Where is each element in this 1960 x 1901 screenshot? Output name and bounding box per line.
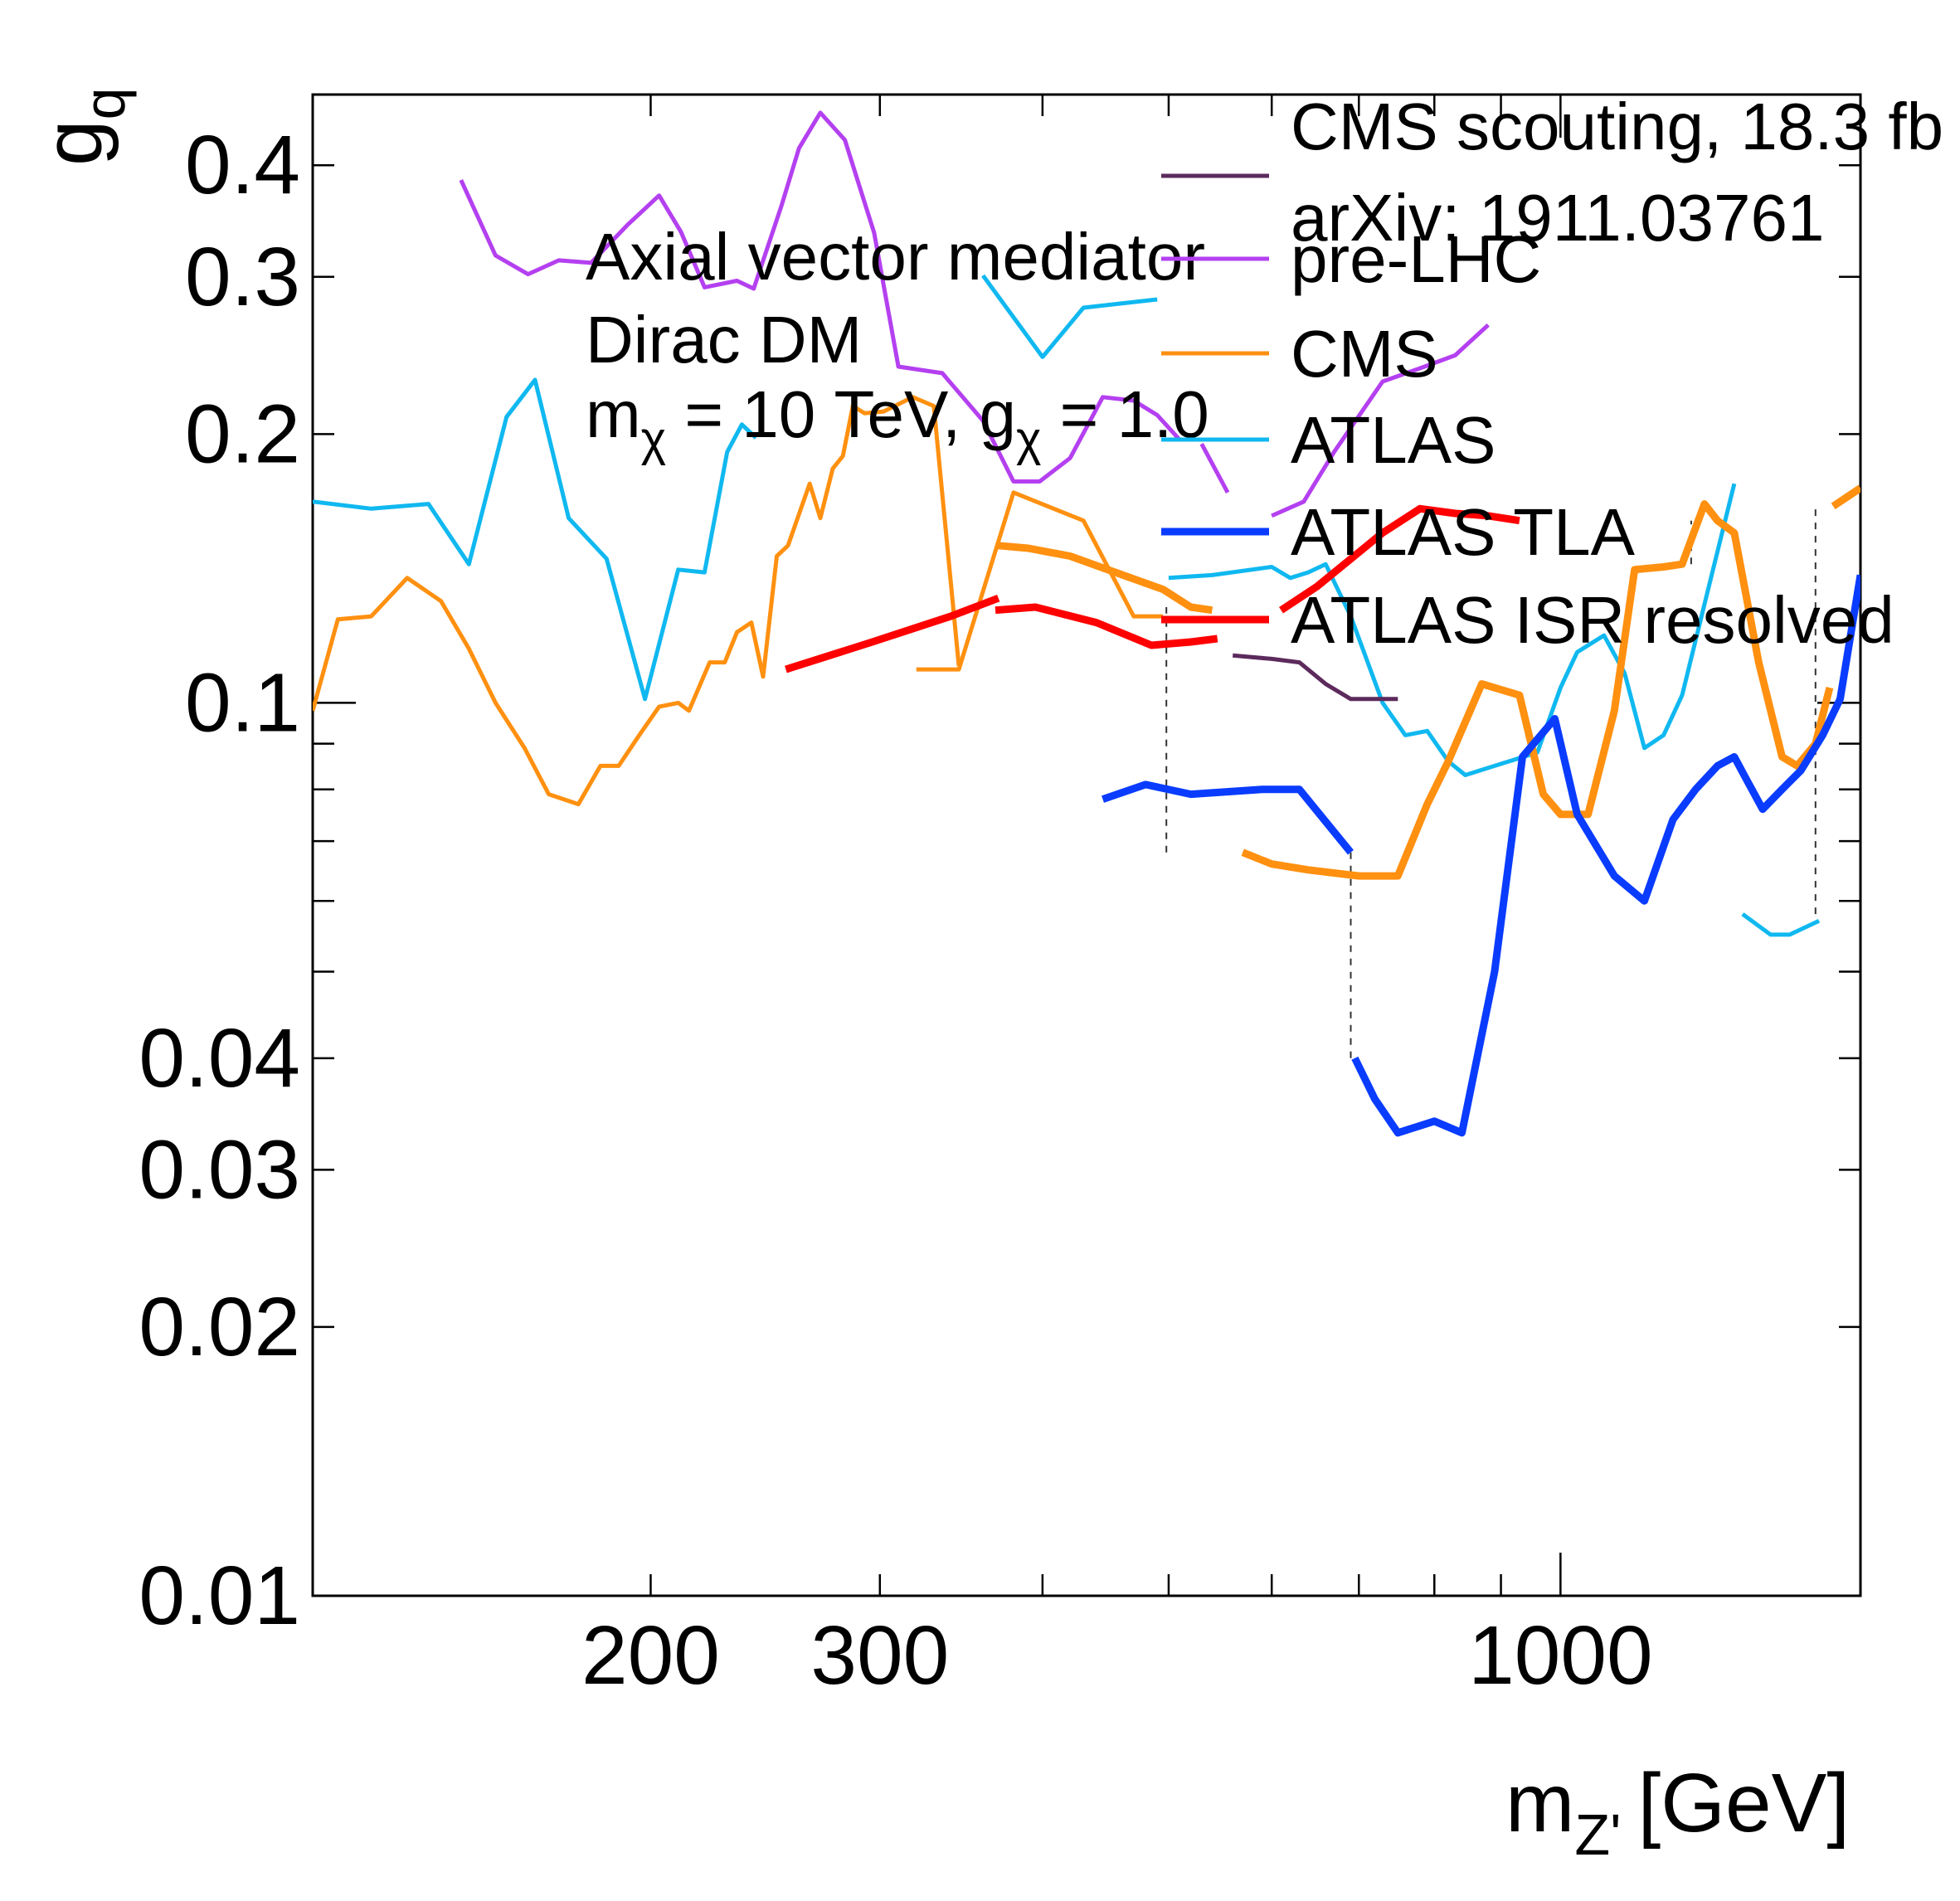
- legend-label: CMS: [1291, 317, 1438, 391]
- x-tick-label: 200: [581, 1609, 720, 1702]
- series-line-pre-lhc: [459, 110, 1182, 484]
- series-line-atlas-isr: [1279, 504, 1520, 614]
- legend-label: pre-LHC: [1291, 222, 1541, 296]
- y-tick-label: 0.2: [185, 387, 300, 480]
- annotation-line2: Dirac DM: [586, 303, 862, 377]
- series-line-atlas-isr: [995, 603, 1218, 649]
- series-line-cms-thin: [916, 490, 1164, 672]
- y-tick-label: 0.3: [185, 231, 300, 323]
- axis-ticks: [313, 95, 1860, 1597]
- series-line-pre-lhc: [1199, 443, 1230, 493]
- legend-label: ATLAS TLA: [1291, 495, 1636, 569]
- series-line-pre-lhc: [1271, 323, 1490, 518]
- series-line-atlas-isr: [785, 594, 1000, 673]
- y-tick-label: 0.02: [139, 1281, 300, 1373]
- plot-frame: [311, 93, 1862, 1597]
- y-tick-label: 0.03: [139, 1123, 300, 1216]
- series-line-cms-scouting: [1232, 653, 1398, 702]
- annotation-line3: mχ = 10 TeV, gχ = 1.0: [586, 377, 1209, 466]
- x-tick-label: 1000: [1468, 1609, 1652, 1702]
- x-tick-label: 300: [810, 1609, 949, 1702]
- x-tick-labels: 200 300 1000: [581, 1609, 1653, 1702]
- legend-label: ATLAS ISR resolved: [1291, 583, 1894, 657]
- dashed-connectors: [1165, 506, 1817, 1058]
- annotation: Axial vector mediator Dirac DM mχ = 10 T…: [586, 220, 1209, 466]
- series-line-atlas: [1741, 912, 1821, 937]
- x-axis-title: mZ' [GeV]: [1505, 1757, 1850, 1867]
- legend-label-line2: arXiv: 1911.03761: [1291, 181, 1824, 255]
- series-line-cms-thick: [998, 542, 1213, 615]
- legend-label: ATLAS: [1291, 403, 1496, 477]
- y-tick-label: 0.04: [139, 1012, 300, 1105]
- series-line-atlas-tla: [1102, 780, 1354, 855]
- y-tick-labels: 0.01 0.02 0.03 0.04 0.1 0.2 0.3 0.4: [139, 119, 300, 1642]
- series-line-cms-thick: [1831, 484, 1860, 510]
- series-line-atlas-tla: [1351, 574, 1860, 1137]
- series-line-cms-thick: [1241, 500, 1834, 880]
- series-line-atlas: [1168, 483, 1737, 777]
- series-line-cms-thin: [313, 395, 961, 807]
- y-tick-label: 0.1: [185, 656, 300, 749]
- series-line-atlas: [981, 274, 1158, 359]
- series-lines: [313, 110, 1860, 1137]
- series-line-atlas: [313, 377, 758, 702]
- y-axis-title: gq: [27, 87, 137, 166]
- annotation-line1: Axial vector mediator: [586, 220, 1205, 294]
- legend: CMS scouting, 18.3 fb arXiv: 1911.03761pr…: [1161, 90, 1943, 657]
- legend-label: CMS scouting, 18.3 fb: [1291, 90, 1943, 163]
- y-tick-label: 0.4: [185, 119, 300, 211]
- y-tick-label: 0.01: [139, 1549, 300, 1642]
